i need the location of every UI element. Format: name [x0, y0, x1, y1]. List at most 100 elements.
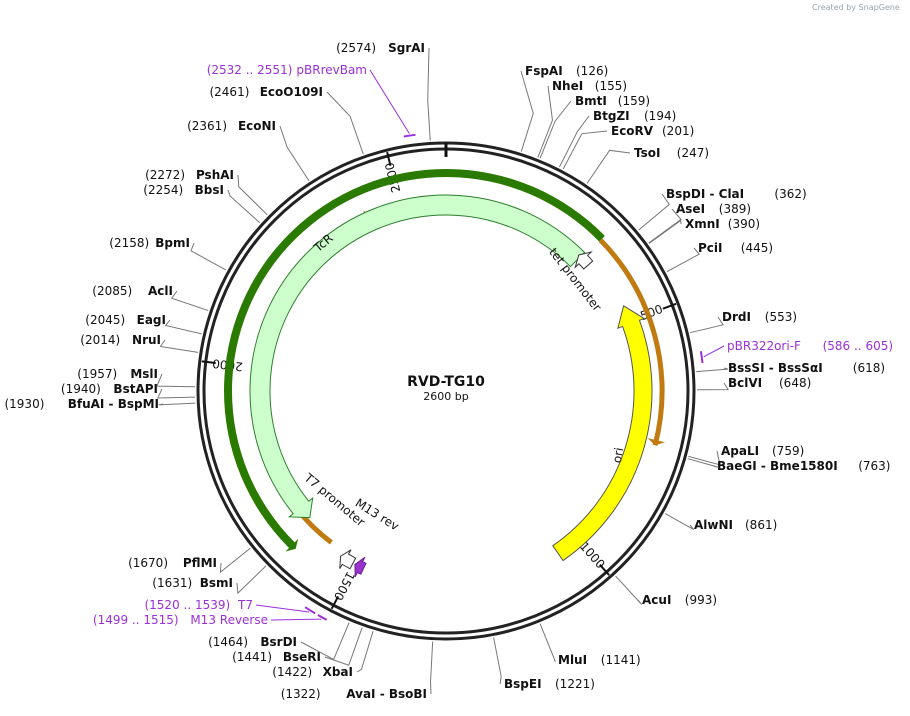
- primer-name: M13 Reverse: [190, 613, 268, 627]
- site-name: BpmI: [155, 236, 190, 250]
- site-name: EcoNI: [238, 119, 276, 133]
- site-position: (389): [719, 202, 751, 216]
- site-bsrdi[interactable]: BsrDI (1464): [208, 622, 350, 661]
- site-econi[interactable]: EcoNI (2361): [187, 119, 310, 181]
- site-position: (759): [772, 444, 804, 458]
- site-fspai[interactable]: FspAI (126): [520, 64, 608, 152]
- site-position: (390): [728, 217, 760, 231]
- feature-tet-promoter: [574, 251, 594, 270]
- site-leader: [236, 565, 267, 595]
- site-bspei[interactable]: BspEI (1221): [493, 637, 595, 691]
- primer-name: pBRrevBam: [296, 63, 367, 77]
- site-bstapi[interactable]: BstAPI (1940): [61, 382, 196, 399]
- site-xbai[interactable]: XbaI (1422): [272, 631, 374, 679]
- primer-m13-reverse[interactable]: M13 Reverse (1499 .. 1515): [93, 613, 328, 627]
- site-name: BseRI: [283, 650, 321, 664]
- site-asei[interactable]: AseI (389): [648, 202, 751, 244]
- site-leader: [539, 623, 557, 663]
- site-position: (201): [662, 124, 694, 138]
- primer-binding-arc: [304, 606, 316, 615]
- site-position: (2361): [187, 119, 227, 133]
- site-leader: [690, 316, 724, 334]
- site-alwni[interactable]: AlwNI (861): [664, 513, 777, 532]
- primer-binding-arc: [699, 351, 704, 364]
- site-apali[interactable]: ApaLI (759): [688, 444, 804, 466]
- site-bpmi[interactable]: BpmI (2158): [109, 236, 227, 271]
- feature-ori: [552, 305, 653, 562]
- site-bmti[interactable]: BmtI (159): [539, 94, 650, 159]
- site-pflmi[interactable]: PflMI (1670): [128, 547, 251, 574]
- site-acui[interactable]: AcuI (993): [615, 575, 717, 607]
- site-leader: [156, 373, 196, 388]
- site-name: PshAI: [196, 168, 234, 182]
- primer-range: (2532 .. 2551): [207, 63, 293, 77]
- primer-leader: [255, 604, 310, 613]
- site-position: (553): [765, 310, 797, 324]
- site-bseri[interactable]: BseRI (1441): [232, 627, 363, 666]
- site-avai-bsobi[interactable]: AvaI - BsoBI (1322): [281, 641, 434, 701]
- primer-t7[interactable]: T7 (1520 .. 1539): [144, 598, 316, 615]
- site-leader: [638, 193, 670, 231]
- site-mlui[interactable]: MluI (1141): [539, 623, 641, 667]
- site-position: (1441): [232, 650, 272, 664]
- site-bfuai-bspmi[interactable]: BfuAI - BspMI (1930): [4, 397, 196, 411]
- site-position: (2085): [92, 284, 132, 298]
- site-name: EcoO109I: [260, 85, 323, 99]
- site-acli[interactable]: AclI (2085): [92, 284, 209, 312]
- site-leader: [687, 458, 719, 468]
- site-position: (362): [774, 187, 806, 201]
- site-name: EcoRV: [611, 124, 654, 138]
- site-name: MslI: [130, 367, 158, 381]
- site-leader: [648, 208, 682, 244]
- site-leader: [279, 125, 310, 181]
- site-position: (445): [741, 241, 773, 255]
- site-pcii[interactable]: PciI (445): [666, 241, 773, 273]
- site-position: (159): [618, 94, 650, 108]
- site-name: BssSI - BssSαI: [728, 361, 823, 375]
- site-name: BspEI: [504, 677, 542, 691]
- site-name: AclI: [148, 284, 173, 298]
- site-leader: [430, 641, 434, 695]
- site-xmni[interactable]: XmnI (390): [648, 217, 760, 244]
- features: [224, 169, 666, 578]
- site-position: (247): [677, 146, 709, 160]
- site-position: (1422): [272, 665, 312, 679]
- site-name: TsoI: [634, 146, 660, 160]
- primer-leader: [270, 618, 322, 621]
- site-bsssi-bsss-i[interactable]: BssSI - BssSαI (618): [696, 361, 885, 375]
- site-name: NheI: [552, 79, 583, 93]
- site-sgrai[interactable]: SgrAI (2574): [336, 41, 431, 141]
- site-leader: [664, 513, 695, 530]
- site-tsoi[interactable]: TsoI (247): [586, 146, 709, 184]
- site-pshai[interactable]: PshAI (2272): [145, 168, 268, 216]
- site-nhei[interactable]: NheI (155): [537, 79, 627, 158]
- site-position: (1940): [61, 382, 101, 396]
- site-baegi-bme1580i[interactable]: BaeGI - Bme1580I (763): [687, 458, 891, 473]
- site-msli[interactable]: MslI (1957): [77, 367, 196, 388]
- site-ecoo109i[interactable]: EcoO109I (2461): [209, 85, 364, 155]
- site-name: XmnI: [685, 217, 720, 231]
- site-position: (1670): [128, 556, 168, 570]
- site-bspdi-clai[interactable]: BspDI - ClaI (362): [638, 187, 807, 231]
- site-bsmi[interactable]: BsmI (1631): [152, 565, 267, 595]
- site-bclvi[interactable]: BclVI (648): [696, 376, 811, 391]
- site-leader: [427, 47, 431, 141]
- site-drdi[interactable]: DrdI (553): [690, 310, 797, 334]
- primer-pbrrevbam[interactable]: pBRrevBam(2532 .. 2551): [207, 63, 416, 138]
- site-btgzi[interactable]: BtgZI (194): [558, 109, 676, 168]
- site-bbsi[interactable]: BbsI (2254): [143, 183, 261, 224]
- site-name: BsrDI: [260, 635, 297, 649]
- site-leader: [648, 219, 682, 244]
- site-name: MluI: [558, 653, 587, 667]
- site-name: BstAPI: [113, 382, 158, 396]
- feature-tcr: [249, 194, 586, 519]
- site-leader: [300, 622, 350, 661]
- primer-range: (586 .. 605): [823, 339, 893, 353]
- site-leader: [237, 174, 268, 216]
- site-nrui[interactable]: NruI (2014): [80, 333, 199, 353]
- primer-pbr322ori-f[interactable]: pBR322ori-F (586 .. 605): [699, 339, 893, 364]
- site-name: AcuI: [642, 593, 671, 607]
- site-eagi[interactable]: EagI (2045): [85, 313, 202, 335]
- site-ecorv[interactable]: EcoRV (201): [562, 124, 694, 170]
